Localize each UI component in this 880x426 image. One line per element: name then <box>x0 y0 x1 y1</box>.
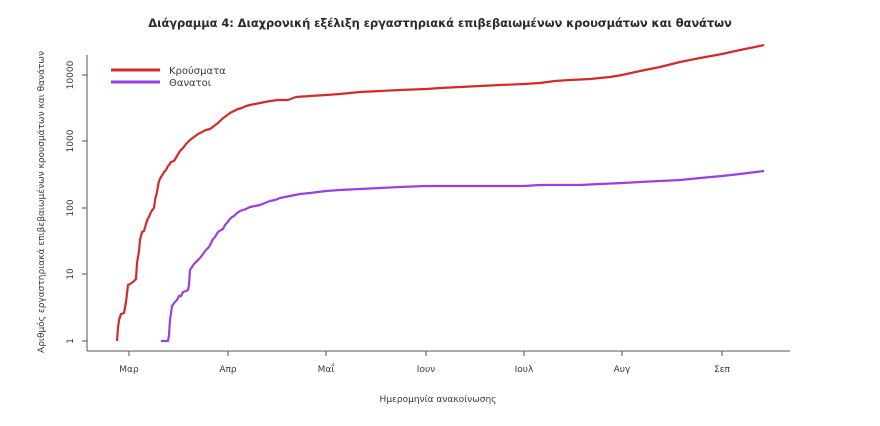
y-tick-label: 10 <box>66 268 76 280</box>
legend-label-cases: Κρούσματα <box>169 65 226 77</box>
x-tick-label: Αυγ <box>614 365 631 375</box>
x-axis-title: Ημερομηνία ανακοίνωσης <box>380 395 497 405</box>
x-tick-label: Ιουν <box>417 365 435 375</box>
y-tick-label: 100 <box>66 199 76 216</box>
legend: Κρούσματα Θανατοι <box>111 65 226 89</box>
cases-series-line <box>115 43 765 342</box>
x-tick-label: Απρ <box>219 365 237 375</box>
x-tick-label: Σεπ <box>714 365 731 375</box>
legend-label-deaths: Θανατοι <box>169 78 212 89</box>
x-tick-label: Ιουλ <box>515 365 534 375</box>
y-tick-label: 10000 <box>66 60 76 89</box>
y-axis <box>82 55 88 351</box>
y-axis-title: Αριθμός εργαστηριακά επιβεβαιωμένων κρου… <box>36 51 47 353</box>
x-axis <box>87 350 790 356</box>
deaths-series-line <box>161 169 765 343</box>
y-tick-label: 1000 <box>66 129 76 152</box>
y-tick-label: 1 <box>66 338 76 344</box>
chart-title: Διάγραμμα 4: Διαχρονική εξέλιξη εργαστηρ… <box>148 16 732 30</box>
x-tick-label: Μαΐ <box>318 363 335 375</box>
x-tick-label: Μαρ <box>119 365 139 375</box>
